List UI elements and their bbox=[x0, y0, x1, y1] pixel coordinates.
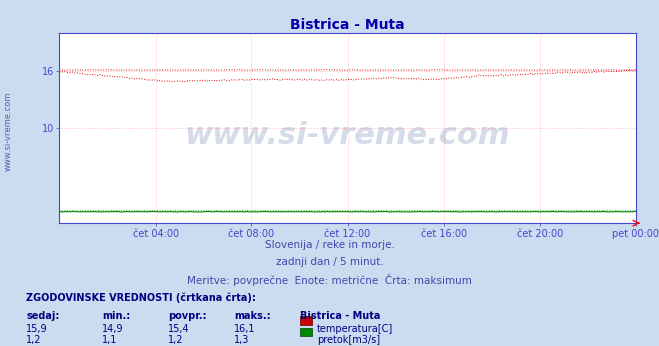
Text: maks.:: maks.: bbox=[234, 311, 271, 321]
Text: www.si-vreme.com: www.si-vreme.com bbox=[3, 92, 13, 171]
Text: pretok[m3/s]: pretok[m3/s] bbox=[317, 335, 380, 345]
Text: 1,2: 1,2 bbox=[26, 335, 42, 345]
Text: 14,9: 14,9 bbox=[102, 324, 124, 334]
Text: Meritve: povprečne  Enote: metrične  Črta: maksimum: Meritve: povprečne Enote: metrične Črta:… bbox=[187, 274, 472, 286]
Text: ZGODOVINSKE VREDNOSTI (črtkana črta):: ZGODOVINSKE VREDNOSTI (črtkana črta): bbox=[26, 292, 256, 303]
Title: Bistrica - Muta: Bistrica - Muta bbox=[291, 18, 405, 32]
Text: sedaj:: sedaj: bbox=[26, 311, 60, 321]
Text: www.si-vreme.com: www.si-vreme.com bbox=[185, 121, 511, 150]
Text: 1,2: 1,2 bbox=[168, 335, 184, 345]
Text: Bistrica - Muta: Bistrica - Muta bbox=[300, 311, 380, 321]
Text: temperatura[C]: temperatura[C] bbox=[317, 324, 393, 334]
Text: 16,1: 16,1 bbox=[234, 324, 256, 334]
Text: povpr.:: povpr.: bbox=[168, 311, 206, 321]
Text: 1,3: 1,3 bbox=[234, 335, 249, 345]
Text: min.:: min.: bbox=[102, 311, 130, 321]
Text: 15,9: 15,9 bbox=[26, 324, 48, 334]
Text: 1,1: 1,1 bbox=[102, 335, 117, 345]
Text: zadnji dan / 5 minut.: zadnji dan / 5 minut. bbox=[275, 257, 384, 267]
Text: 15,4: 15,4 bbox=[168, 324, 190, 334]
Text: Slovenija / reke in morje.: Slovenija / reke in morje. bbox=[264, 240, 395, 251]
